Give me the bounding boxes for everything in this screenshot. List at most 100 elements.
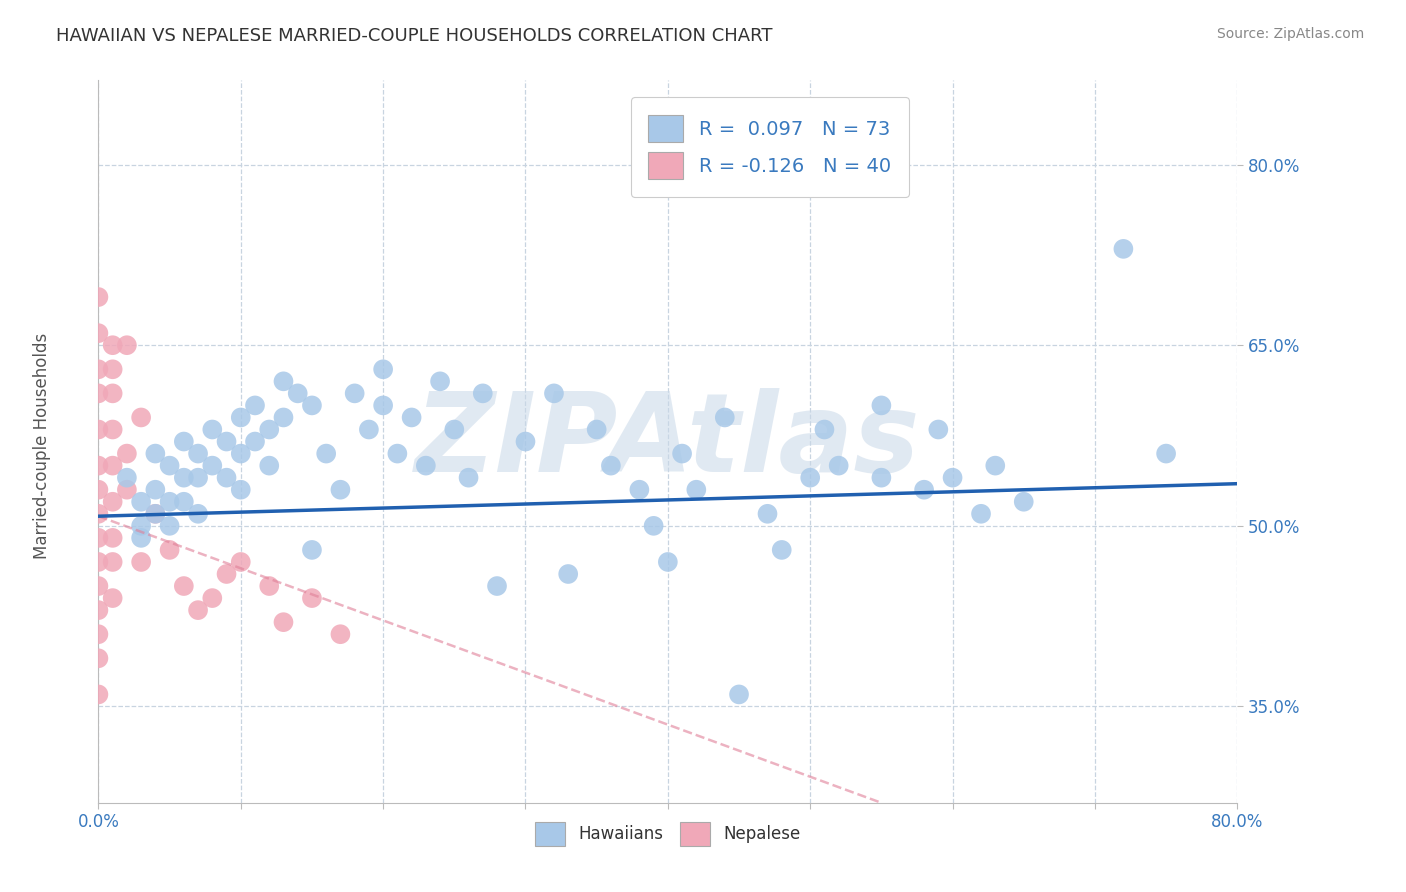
Point <box>187 603 209 617</box>
Point <box>101 386 124 401</box>
Point <box>1012 494 1035 508</box>
Point <box>373 398 395 412</box>
Point <box>643 518 665 533</box>
Point <box>173 434 195 449</box>
Point <box>101 422 124 436</box>
Point <box>201 591 224 606</box>
Point <box>259 422 281 436</box>
Point <box>287 386 309 401</box>
Point <box>145 483 167 497</box>
Point <box>101 458 124 473</box>
Point <box>301 591 323 606</box>
Point <box>927 422 949 436</box>
Point <box>870 398 893 412</box>
Point <box>173 494 195 508</box>
Point <box>671 446 693 460</box>
Point <box>515 434 537 449</box>
Point <box>159 458 181 473</box>
Point <box>129 494 152 508</box>
Point <box>229 446 252 460</box>
Point <box>87 483 110 497</box>
Point <box>87 362 110 376</box>
Point <box>229 555 252 569</box>
Point <box>273 410 295 425</box>
Point <box>87 603 110 617</box>
Point <box>115 338 138 352</box>
Point <box>870 470 893 484</box>
Point <box>243 434 266 449</box>
Point <box>585 422 607 436</box>
Point <box>87 326 110 340</box>
Point <box>415 458 437 473</box>
Point <box>87 422 110 436</box>
Point <box>215 434 238 449</box>
Point <box>187 507 209 521</box>
Point <box>215 470 238 484</box>
Point <box>357 422 380 436</box>
Point <box>87 651 110 665</box>
Point <box>600 458 623 473</box>
Point <box>329 483 352 497</box>
Text: Source: ZipAtlas.com: Source: ZipAtlas.com <box>1216 27 1364 41</box>
Point <box>173 579 195 593</box>
Point <box>343 386 366 401</box>
Point <box>543 386 565 401</box>
Point <box>187 470 209 484</box>
Point <box>159 494 181 508</box>
Text: ZIPAtlas: ZIPAtlas <box>415 388 921 495</box>
Point <box>129 531 152 545</box>
Point <box>714 410 737 425</box>
Point <box>429 374 451 388</box>
Point <box>912 483 935 497</box>
Point <box>87 627 110 641</box>
Point <box>229 483 252 497</box>
Point <box>101 362 124 376</box>
Legend: Hawaiians, Nepalese: Hawaiians, Nepalese <box>529 815 807 852</box>
Point <box>728 687 751 701</box>
Point <box>129 555 152 569</box>
Point <box>628 483 651 497</box>
Point <box>115 446 138 460</box>
Point <box>101 591 124 606</box>
Point <box>315 446 337 460</box>
Point <box>87 386 110 401</box>
Point <box>101 338 124 352</box>
Point <box>87 290 110 304</box>
Text: HAWAIIAN VS NEPALESE MARRIED-COUPLE HOUSEHOLDS CORRELATION CHART: HAWAIIAN VS NEPALESE MARRIED-COUPLE HOUS… <box>56 27 773 45</box>
Point <box>115 470 138 484</box>
Point <box>87 687 110 701</box>
Point <box>129 518 152 533</box>
Point <box>273 374 295 388</box>
Point <box>1112 242 1135 256</box>
Point <box>187 446 209 460</box>
Point <box>259 458 281 473</box>
Text: Married-couple Households: Married-couple Households <box>34 333 51 559</box>
Point <box>301 398 323 412</box>
Point <box>273 615 295 630</box>
Point <box>159 542 181 557</box>
Point <box>443 422 465 436</box>
Point <box>401 410 423 425</box>
Point <box>87 555 110 569</box>
Point <box>486 579 509 593</box>
Point <box>115 483 138 497</box>
Point <box>373 362 395 376</box>
Point <box>87 507 110 521</box>
Point <box>756 507 779 521</box>
Point <box>145 507 167 521</box>
Point <box>201 422 224 436</box>
Point <box>101 531 124 545</box>
Point <box>828 458 851 473</box>
Point <box>145 507 167 521</box>
Point <box>970 507 993 521</box>
Point <box>87 531 110 545</box>
Point <box>215 567 238 582</box>
Point <box>1154 446 1177 460</box>
Point <box>259 579 281 593</box>
Point <box>685 483 707 497</box>
Point <box>984 458 1007 473</box>
Point <box>159 518 181 533</box>
Point <box>471 386 494 401</box>
Point <box>101 494 124 508</box>
Point <box>557 567 579 582</box>
